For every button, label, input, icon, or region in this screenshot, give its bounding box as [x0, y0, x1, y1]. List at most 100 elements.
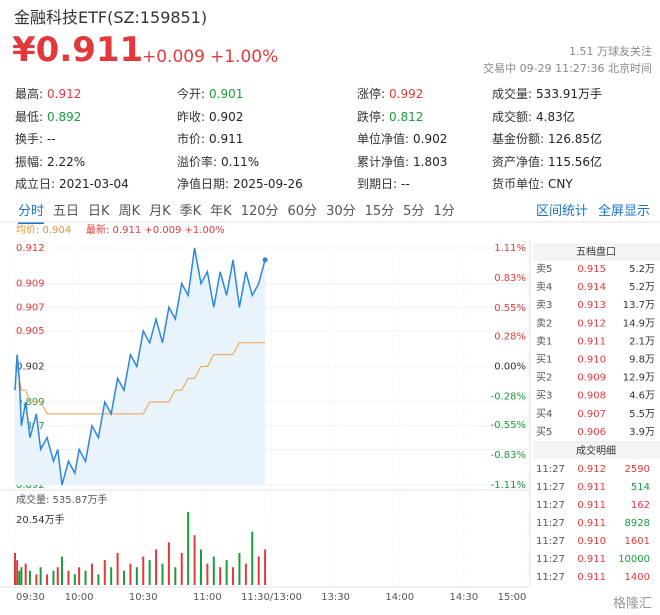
trade-price: 0.911: [577, 482, 606, 493]
trade-volume: 1400: [625, 572, 650, 583]
stat-value: 0.902: [413, 132, 448, 146]
trade-volume: 8928: [625, 518, 650, 529]
volume-bar: [244, 563, 247, 585]
volume-bar: [257, 556, 260, 585]
tab[interactable]: 年K: [210, 204, 232, 219]
stat-value: 2021-03-04: [59, 177, 129, 191]
volume-bar: [129, 563, 132, 585]
stat-cell: 基金份额: 126.85亿: [492, 130, 602, 147]
y-tick-label: 0.892: [16, 480, 45, 491]
stat-label: 跌停:: [357, 109, 386, 124]
latest-dot: [262, 257, 268, 263]
ob-side: 卖2: [536, 317, 552, 329]
ob-price: 0.914: [577, 282, 606, 293]
stat-value: 126.85亿: [548, 132, 603, 146]
x-tick-label: 10:30: [129, 592, 158, 603]
trade-time: 11:27: [536, 482, 565, 493]
stat-cell: 最高: 0.912: [15, 85, 81, 102]
ob-volume: 14.9万: [623, 318, 655, 329]
price-line: [14, 247, 266, 486]
tab[interactable]: 月K: [149, 204, 171, 219]
volume-bar: [167, 542, 170, 585]
stat-value: 533.91万手: [536, 87, 603, 101]
volume-bar: [39, 567, 42, 585]
stat-cell: 涨停: 0.992: [357, 85, 423, 102]
stat-cell: 溢价率: 0.11%: [177, 153, 259, 170]
trade-volume: 2590: [625, 464, 650, 475]
ob-volume: 5.2万: [629, 264, 655, 275]
ob-side: 买1: [536, 354, 552, 366]
y2-tick-label: 0.28%: [494, 332, 526, 343]
ob-side: 买5: [536, 426, 552, 438]
ob-side: 卖1: [536, 335, 552, 347]
tab-right[interactable]: 区间统计: [535, 204, 588, 219]
avg-label: 均价: 0.904: [16, 224, 71, 236]
volume-bar: [251, 531, 254, 585]
stat-label: 净值日期:: [177, 177, 230, 191]
volume-bar: [18, 570, 21, 585]
tab[interactable]: 5分: [403, 204, 425, 219]
volume-bar: [174, 567, 177, 585]
stat-label: 最低:: [15, 109, 44, 124]
volume-bar: [56, 567, 59, 585]
tab[interactable]: 日K: [88, 204, 110, 219]
tab[interactable]: 周K: [118, 204, 141, 219]
y-tick-label: 0.897: [16, 421, 45, 432]
stat-cell: 净值日期: 2025-09-26: [177, 175, 303, 192]
ob-price: 0.915: [577, 264, 606, 275]
tab[interactable]: 120分: [240, 204, 279, 219]
trade-price: 0.912: [577, 464, 606, 475]
stat-label: 涨停:: [357, 87, 386, 101]
ob-volume: 5.2万: [629, 282, 655, 293]
volume-bar: [116, 553, 119, 585]
tab[interactable]: 1分: [433, 204, 455, 219]
tab[interactable]: 60分: [287, 204, 318, 219]
stat-cell: 最低: 0.892: [15, 108, 81, 125]
change: +0.009: [142, 47, 205, 67]
ob-price: 0.907: [577, 409, 606, 420]
trade-price: 0.911: [577, 572, 606, 583]
volume-bar: [78, 567, 81, 585]
volume-label: 成交量: 535.87万手: [16, 493, 108, 506]
x-tick-label: 15:00: [498, 592, 527, 603]
tab[interactable]: 30分: [326, 204, 356, 219]
tab[interactable]: 15分: [364, 204, 395, 219]
stat-cell: 到期日: --: [357, 175, 410, 192]
y2-tick-label: -0.28%: [491, 391, 526, 402]
tab-right[interactable]: 全屏显示: [597, 204, 650, 219]
volume-bar: [73, 574, 76, 585]
stat-value: --: [401, 177, 410, 191]
ob-price: 0.909: [577, 373, 606, 384]
stat-value: 0.892: [47, 109, 82, 124]
stat-label: 资产净值:: [492, 154, 545, 169]
volume-bar: [232, 567, 235, 585]
title: 金融科技ETF(SZ:159851): [14, 8, 208, 27]
stat-cell: 累计净值: 1.803: [357, 153, 447, 170]
ob-price: 0.906: [577, 427, 606, 438]
trade-price: 0.911: [577, 500, 606, 511]
ob-side: 卖3: [536, 299, 552, 311]
stat-cell: 市价: 0.911: [177, 130, 243, 147]
volume-bar: [90, 563, 93, 585]
stat-label: 基金份额:: [492, 132, 545, 146]
avg-line: [15, 342, 266, 415]
tabs-right: 区间统计 全屏显示: [526, 200, 650, 219]
trades-header-bg: [533, 443, 660, 459]
stat-value: 0.902: [209, 109, 244, 124]
x-tick-label: 10:00: [65, 592, 94, 603]
volume-bar: [193, 535, 196, 585]
stat-value: 4.83亿: [536, 109, 575, 124]
tab[interactable]: 分时: [18, 204, 45, 224]
y-tick-label: 0.912: [16, 243, 45, 254]
stat-cell: 成立日: 2021-03-04: [15, 175, 129, 192]
stat-label: 溢价率:: [177, 154, 218, 169]
volume-bar: [225, 560, 228, 585]
stat-cell: 跌停: 0.812: [357, 108, 423, 125]
tab[interactable]: 五日: [53, 204, 80, 219]
tab[interactable]: 季K: [179, 204, 202, 219]
stat-cell: 振幅: 2.22%: [15, 153, 85, 170]
stat-label: 今开:: [177, 87, 206, 101]
stat-label: 货币单位:: [492, 177, 545, 191]
stat-label: 成交额:: [492, 109, 533, 124]
